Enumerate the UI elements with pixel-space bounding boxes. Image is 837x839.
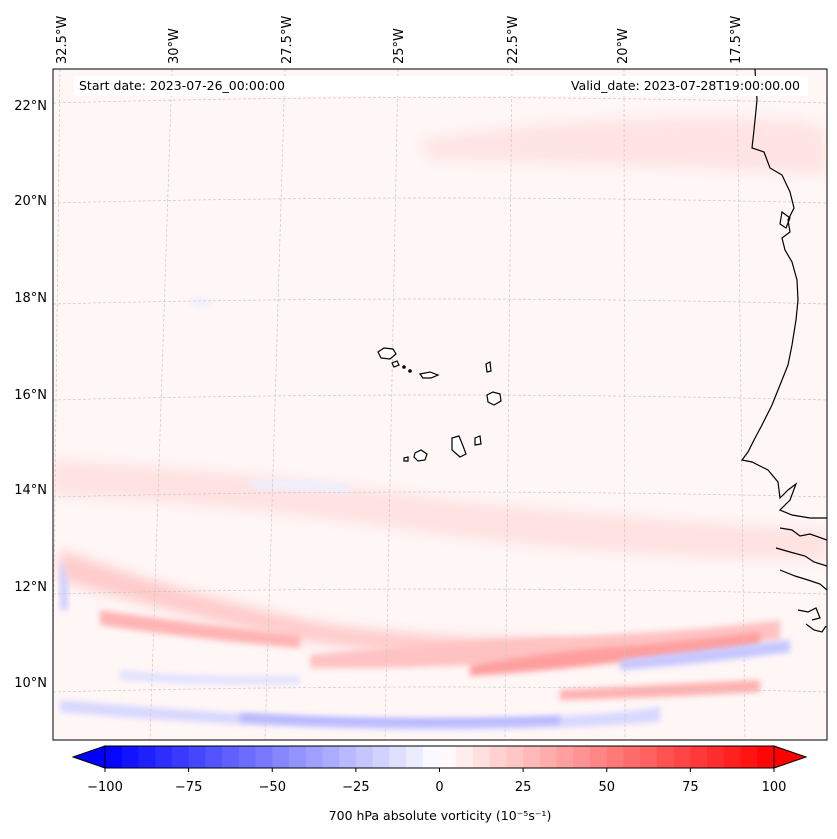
colorbar-extend-high bbox=[773, 745, 808, 769]
colorbar-cell bbox=[573, 746, 591, 768]
island-maio bbox=[474, 435, 482, 446]
colorbar-cell bbox=[456, 746, 474, 768]
start-date-label: Start date: 2023-07-26_00:00:00 bbox=[79, 78, 285, 93]
colorbar-cell bbox=[406, 746, 424, 768]
colorbar-cell bbox=[606, 746, 625, 768]
colorbar-cell bbox=[155, 746, 173, 768]
africa-coastline bbox=[740, 69, 827, 519]
vorticity-blob-blue-west bbox=[59, 560, 69, 610]
vorticity-band-blue-east bbox=[620, 640, 790, 670]
colorbar-cell bbox=[272, 746, 290, 768]
colorbar-cell bbox=[472, 746, 491, 768]
island-fogo bbox=[413, 449, 428, 462]
colorbar-tick-label: −100 bbox=[87, 780, 123, 795]
vorticity-field bbox=[53, 69, 827, 740]
colorbar-cell bbox=[372, 746, 390, 768]
header-strip bbox=[74, 76, 808, 96]
colorbar-tick-label: 50 bbox=[598, 780, 616, 795]
colorbar-cell bbox=[523, 746, 541, 768]
lat-label: 18°N bbox=[14, 291, 47, 306]
colorbar-tick-label: 75 bbox=[682, 780, 699, 795]
colorbar-tick-label: −75 bbox=[174, 780, 203, 795]
lon-label: 30°W bbox=[167, 28, 182, 64]
colorbar-cell bbox=[539, 746, 558, 768]
colorbar-extend-low bbox=[71, 745, 106, 769]
colorbar-cell bbox=[322, 746, 340, 768]
colorbar-cell bbox=[255, 746, 273, 768]
lat-label: 14°N bbox=[14, 483, 47, 498]
colorbar-title: 700 hPa absolute vorticity (10⁻⁵s⁻¹) bbox=[328, 808, 552, 823]
colorbar-cell bbox=[640, 746, 658, 768]
colorbar-cell bbox=[439, 746, 457, 768]
colorbar-cell bbox=[288, 746, 307, 768]
colorbar-cell bbox=[138, 746, 156, 768]
colorbar-cell bbox=[673, 746, 691, 768]
lat-label: 16°N bbox=[14, 388, 47, 403]
cape-verde-islands bbox=[377, 347, 502, 462]
colorbar-cell bbox=[740, 746, 758, 768]
colorbar-cell bbox=[690, 746, 708, 768]
colorbar-cell bbox=[656, 746, 675, 768]
colorbar-cell bbox=[171, 746, 190, 768]
lat-label: 12°N bbox=[14, 580, 47, 595]
colorbar bbox=[71, 745, 808, 772]
vorticity-band-north bbox=[420, 117, 827, 175]
vorticity-band-red-south bbox=[310, 620, 780, 669]
island-santiago bbox=[451, 435, 467, 458]
island-boa-vista bbox=[486, 391, 502, 406]
graticule bbox=[53, 69, 827, 740]
colorbar-cell bbox=[355, 746, 374, 768]
colorbar-cell bbox=[105, 746, 123, 768]
colorbar-cell bbox=[757, 746, 775, 768]
valid-date-label: Valid_date: 2023-07-28T19:00:00.00 bbox=[570, 78, 800, 93]
colorbar-cells bbox=[105, 746, 775, 768]
vorticity-band-mid bbox=[53, 460, 827, 560]
lon-label: 27.5°W bbox=[280, 15, 295, 64]
island-brava bbox=[403, 456, 409, 462]
colorbar-ticks bbox=[104, 768, 775, 772]
lon-label: 17.5°W bbox=[729, 15, 744, 64]
colorbar-cell bbox=[590, 746, 608, 768]
island-sal bbox=[485, 361, 492, 373]
colorbar-tick-label: 0 bbox=[435, 780, 444, 795]
colorbar-cell bbox=[121, 746, 140, 768]
colorbar-cell bbox=[556, 746, 574, 768]
colorbar-cell bbox=[422, 746, 441, 768]
colorbar-tick-label: −50 bbox=[258, 780, 286, 795]
island-sao-vicente bbox=[391, 360, 400, 368]
colorbar-tick-label: −25 bbox=[342, 780, 370, 795]
lat-label: 20°N bbox=[14, 194, 47, 209]
lon-label: 22.5°W bbox=[506, 15, 521, 64]
coastline bbox=[740, 69, 827, 633]
colorbar-cell bbox=[723, 746, 742, 768]
colorbar-cell bbox=[188, 746, 206, 768]
colorbar-cell bbox=[205, 746, 223, 768]
colorbar-cell bbox=[506, 746, 524, 768]
map-frame bbox=[52, 68, 828, 741]
island-sao-nicolau bbox=[418, 371, 440, 379]
colorbar-cell bbox=[489, 746, 508, 768]
colorbar-cell bbox=[238, 746, 257, 768]
colorbar-tick-label: 25 bbox=[514, 780, 532, 795]
colorbar-cell bbox=[389, 746, 407, 768]
lon-label: 32.5°W bbox=[55, 15, 70, 64]
lat-label: 10°N bbox=[14, 676, 47, 691]
colorbar-cell bbox=[623, 746, 641, 768]
lon-label: 20°W bbox=[616, 28, 631, 64]
colorbar-cell bbox=[222, 746, 240, 768]
colorbar-cell bbox=[339, 746, 357, 768]
colorbar-cell bbox=[707, 746, 725, 768]
island-santo-antao bbox=[377, 347, 397, 360]
lat-label: 22°N bbox=[14, 99, 47, 114]
colorbar-cell bbox=[305, 746, 324, 768]
lon-label: 25°W bbox=[392, 28, 407, 64]
colorbar-tick-label: 100 bbox=[761, 780, 787, 795]
vorticity-core-red bbox=[470, 632, 760, 676]
